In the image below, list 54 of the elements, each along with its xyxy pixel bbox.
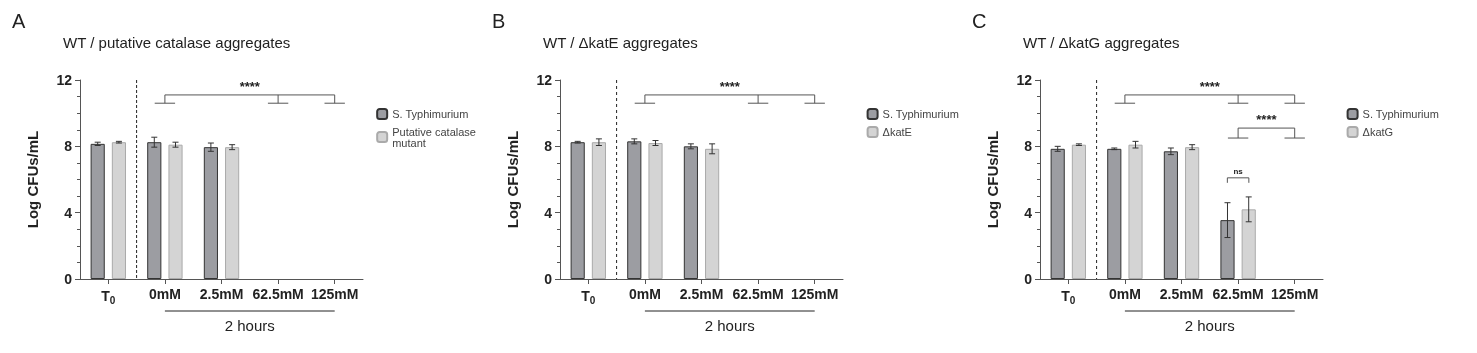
x-tick-label: 2.5mM bbox=[199, 286, 244, 302]
text: 2 hours bbox=[1184, 317, 1235, 334]
x-tick-label: 125mM bbox=[1270, 286, 1319, 302]
x-tick-label: 62.5mM bbox=[732, 286, 784, 302]
annotation: **** bbox=[1256, 111, 1278, 127]
x-tick-label: 125mM bbox=[790, 286, 839, 302]
legend-label: S. Typhimurium bbox=[882, 108, 959, 120]
bar bbox=[1241, 209, 1256, 279]
chart-title: WT / ΔkatE aggregates bbox=[543, 34, 698, 51]
y-tick-label: 4 bbox=[64, 204, 73, 221]
y-axis-title: Log CFUs/mL bbox=[504, 130, 521, 229]
y-axis-title: Log CFUs/mL bbox=[24, 130, 41, 229]
annotation: ns bbox=[1233, 166, 1244, 176]
bar bbox=[1107, 148, 1122, 279]
y-tick-label: 12 bbox=[536, 72, 553, 88]
x-tick-label: 62.5mM bbox=[1212, 286, 1264, 302]
bar bbox=[1071, 144, 1086, 279]
text: 2 hours bbox=[704, 317, 755, 334]
chart-title: WT / ΔkatG aggregates bbox=[1023, 34, 1180, 51]
chart-title: WT / putative catalase aggregates bbox=[63, 34, 291, 51]
y-tick-label: 8 bbox=[1024, 138, 1033, 155]
annotation: **** bbox=[239, 78, 261, 94]
legend-label: S. Typhimurium bbox=[392, 108, 469, 120]
text: 2 hours bbox=[224, 317, 275, 334]
y-tick-label: 0 bbox=[64, 271, 73, 287]
y-tick-label: 0 bbox=[1024, 271, 1033, 287]
legend-label: Putative catalase mutant bbox=[392, 125, 480, 149]
y-tick-label: 8 bbox=[544, 138, 553, 155]
y-tick-label: 4 bbox=[1024, 204, 1033, 221]
bar bbox=[1185, 147, 1200, 279]
y-tick-label: 12 bbox=[1016, 72, 1033, 88]
x-tick-label: 0mM bbox=[628, 286, 661, 302]
x-tick-label: 125mM bbox=[310, 286, 359, 302]
text: B bbox=[492, 10, 506, 32]
x-tick-label: 0mM bbox=[148, 286, 181, 302]
bar bbox=[1128, 144, 1143, 279]
annotation: **** bbox=[719, 78, 741, 94]
x-tick-label: 2.5mM bbox=[1159, 286, 1204, 302]
text: C bbox=[972, 10, 987, 32]
bar bbox=[1163, 151, 1178, 279]
legend-label: S. Typhimurium bbox=[1362, 108, 1439, 120]
y-tick-label: 8 bbox=[64, 138, 73, 155]
y-tick-label: 4 bbox=[544, 204, 553, 221]
x-tick-label: 2.5mM bbox=[679, 286, 724, 302]
annotation: **** bbox=[1199, 78, 1221, 94]
bar bbox=[1050, 148, 1065, 279]
legend-label: ΔkatE bbox=[882, 126, 912, 138]
legend-label: ΔkatG bbox=[1362, 126, 1394, 138]
x-tick-label: 62.5mM bbox=[252, 286, 304, 302]
y-tick-label: 12 bbox=[56, 72, 73, 88]
x-tick-label: 0mM bbox=[1108, 286, 1141, 302]
y-tick-label: 0 bbox=[544, 271, 553, 287]
y-axis-title: Log CFUs/mL bbox=[984, 130, 1001, 229]
text: A bbox=[12, 10, 26, 32]
